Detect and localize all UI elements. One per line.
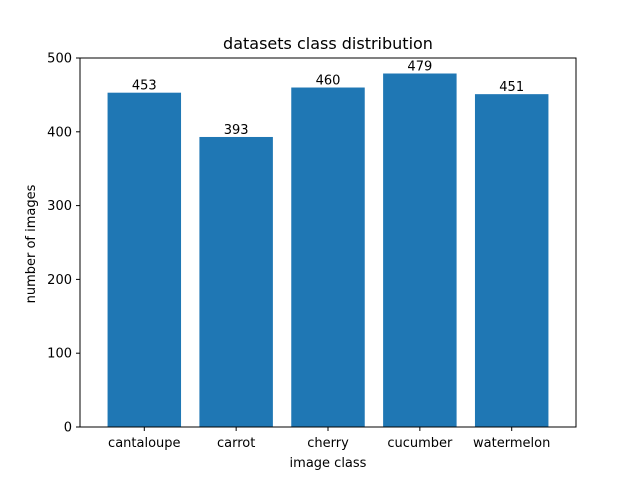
- y-tick-label: 0: [64, 421, 72, 436]
- x-tick-label-watermelon: watermelon: [473, 436, 550, 451]
- y-tick-label: 400: [47, 125, 72, 140]
- plot-area: 453 cantaloupe 393 carrot 460 cherry 479 cucumb…: [47, 52, 577, 451]
- data-label-cantaloupe: 453: [132, 79, 157, 94]
- y-tick-label: 200: [47, 273, 72, 288]
- bar-cantaloupe: [107, 92, 182, 427]
- x-tick-label-cherry: cherry: [307, 436, 349, 451]
- y-tick-label: 300: [47, 199, 72, 214]
- data-label-watermelon: 451: [499, 80, 524, 95]
- bar-cucumber: [383, 73, 457, 427]
- data-label-carrot: 393: [224, 123, 249, 138]
- y-axis-label: number of images: [24, 184, 39, 303]
- x-axis-label: image class: [290, 456, 367, 471]
- bar-cherry: [291, 87, 365, 428]
- y-tick-label: 500: [47, 52, 72, 67]
- bar-watermelon: [474, 94, 549, 427]
- x-tick-label-cantaloupe: cantaloupe: [108, 436, 180, 451]
- data-label-cucumber: 479: [407, 60, 432, 75]
- x-tick-label-carrot: carrot: [217, 436, 255, 451]
- x-tick-label-cucumber: cucumber: [387, 436, 453, 451]
- y-tick-label: 100: [47, 347, 72, 362]
- data-label-cherry: 460: [316, 74, 341, 89]
- chart-title: datasets class distribution: [223, 34, 433, 53]
- bar-carrot: [199, 136, 273, 427]
- axes-frame: [79, 57, 577, 428]
